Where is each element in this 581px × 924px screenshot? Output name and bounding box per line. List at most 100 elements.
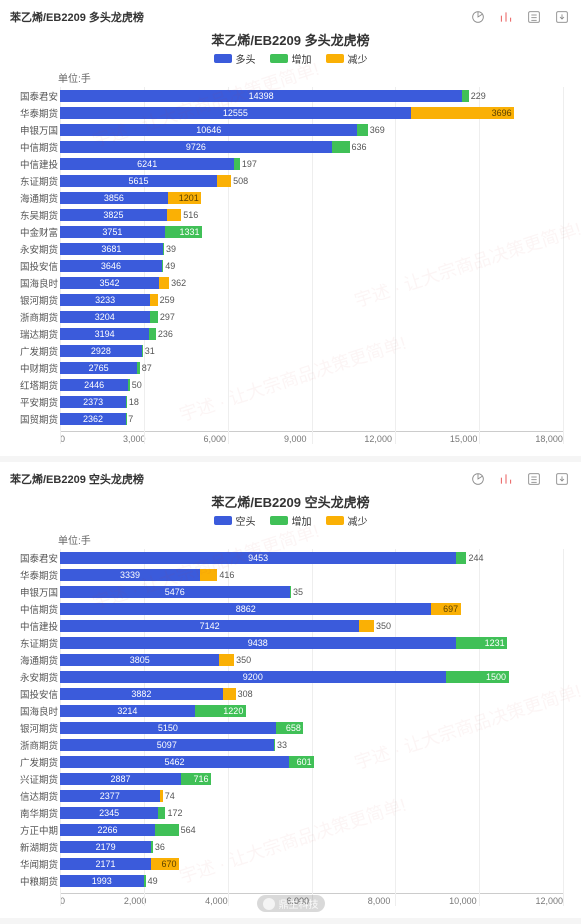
bar-decrease[interactable] bbox=[200, 569, 217, 581]
chart-row: 东证期货94381231 bbox=[60, 634, 563, 651]
bar-decrease[interactable] bbox=[160, 790, 163, 802]
bar-value-delta: 74 bbox=[165, 790, 175, 802]
bar-value-delta: 636 bbox=[352, 141, 367, 153]
bar-increase[interactable] bbox=[158, 807, 165, 819]
bar-increase[interactable] bbox=[162, 260, 163, 272]
legend-item-increase[interactable]: 增加 bbox=[270, 51, 312, 66]
bar-increase[interactable] bbox=[126, 396, 127, 408]
bar-increase[interactable] bbox=[151, 841, 153, 853]
bar-value-delta: 564 bbox=[181, 824, 196, 836]
bar-value-delta: 18 bbox=[129, 396, 139, 408]
bar-decrease[interactable] bbox=[217, 175, 231, 187]
bar-value-base: 5615 bbox=[128, 175, 148, 187]
x-tick: 0 bbox=[60, 896, 65, 906]
weibo-icon bbox=[263, 898, 275, 910]
bar-increase[interactable] bbox=[128, 379, 129, 391]
bar-value-base: 2179 bbox=[96, 841, 116, 853]
download-icon[interactable] bbox=[553, 470, 571, 488]
pie-icon[interactable] bbox=[469, 8, 487, 26]
bar-increase[interactable] bbox=[137, 362, 139, 374]
bar-decrease[interactable] bbox=[359, 620, 374, 632]
bar-increase[interactable] bbox=[357, 124, 367, 136]
chart-row: 东证期货5615508 bbox=[60, 172, 563, 189]
row-label: 瑞达期货 bbox=[10, 327, 58, 341]
legend-item-decrease[interactable]: 减少 bbox=[326, 513, 368, 528]
bar-increase[interactable] bbox=[142, 345, 143, 357]
row-label: 国海良时 bbox=[10, 704, 58, 718]
bar-increase[interactable] bbox=[163, 243, 164, 255]
chart-row: 国海良时32141220 bbox=[60, 702, 563, 719]
row-label: 中信建投 bbox=[10, 157, 58, 171]
bar-decrease[interactable] bbox=[223, 688, 236, 700]
bar-value-delta: 350 bbox=[376, 620, 391, 632]
row-label: 中财期货 bbox=[10, 361, 58, 375]
bar-value-delta: 36 bbox=[155, 841, 165, 853]
bar-increase[interactable] bbox=[150, 311, 158, 323]
x-tick: 8,000 bbox=[368, 896, 391, 906]
chart-row: 中财期货276587 bbox=[60, 359, 563, 376]
bar-increase[interactable] bbox=[149, 328, 156, 340]
chart-row: 永安期货368139 bbox=[60, 240, 563, 257]
bar-value-delta: 33 bbox=[277, 739, 287, 751]
bar-value-delta: 31 bbox=[145, 345, 155, 357]
chart-row: 海通期货38561201 bbox=[60, 189, 563, 206]
x-tick: 2,000 bbox=[124, 896, 147, 906]
bar-value-base: 3646 bbox=[101, 260, 121, 272]
row-label: 信达期货 bbox=[10, 789, 58, 803]
bar-increase[interactable] bbox=[290, 586, 291, 598]
row-label: 东证期货 bbox=[10, 174, 58, 188]
unit-label: 单位:手 bbox=[58, 70, 571, 85]
chart-row: 申银万国10646369 bbox=[60, 121, 563, 138]
bars-icon[interactable] bbox=[497, 8, 515, 26]
bar-value-base: 2928 bbox=[91, 345, 111, 357]
list-icon[interactable] bbox=[525, 8, 543, 26]
bar-increase[interactable] bbox=[234, 158, 240, 170]
bar-decrease[interactable] bbox=[159, 277, 169, 289]
bar-decrease[interactable] bbox=[167, 209, 181, 221]
row-label: 华泰期货 bbox=[10, 106, 58, 120]
bar-value-delta: 1500 bbox=[486, 671, 506, 683]
bar-value-delta: 172 bbox=[168, 807, 183, 819]
bar-value-delta: 87 bbox=[142, 362, 152, 374]
bar-value-delta: 716 bbox=[193, 773, 208, 785]
chart-row: 方正中期2266564 bbox=[60, 821, 563, 838]
bar-value-base: 5476 bbox=[165, 586, 185, 598]
chart-row: 银河期货5150658 bbox=[60, 719, 563, 736]
chart-row: 中信期货8862697 bbox=[60, 600, 563, 617]
bar-value-delta: 1220 bbox=[223, 705, 243, 717]
bar-decrease[interactable] bbox=[150, 294, 157, 306]
chart-row: 永安期货92001500 bbox=[60, 668, 563, 685]
bar-value-delta: 50 bbox=[132, 379, 142, 391]
bar-value-base: 3214 bbox=[117, 705, 137, 717]
bar-value-base: 12555 bbox=[223, 107, 248, 119]
bar-decrease[interactable] bbox=[219, 654, 234, 666]
bar-value-delta: 35 bbox=[293, 586, 303, 598]
chart-row: 兴证期货2887716 bbox=[60, 770, 563, 787]
x-tick: 9,000 bbox=[284, 434, 307, 444]
list-icon[interactable] bbox=[525, 470, 543, 488]
bar-increase[interactable] bbox=[462, 90, 468, 102]
bar-value-delta: 697 bbox=[443, 603, 458, 615]
row-label: 国投安信 bbox=[10, 259, 58, 273]
bar-value-delta: 7 bbox=[128, 413, 133, 425]
legend-item-increase[interactable]: 增加 bbox=[270, 513, 312, 528]
legend-item-decrease[interactable]: 减少 bbox=[326, 51, 368, 66]
row-label: 永安期货 bbox=[10, 242, 58, 256]
row-label: 银河期货 bbox=[10, 721, 58, 735]
chart-row: 申银万国547635 bbox=[60, 583, 563, 600]
bar-increase[interactable] bbox=[332, 141, 350, 153]
chart-row: 海通期货3805350 bbox=[60, 651, 563, 668]
bar-value-base: 3194 bbox=[95, 328, 115, 340]
bar-increase[interactable] bbox=[144, 875, 146, 887]
row-label: 南华期货 bbox=[10, 806, 58, 820]
legend-item-primary[interactable]: 空头 bbox=[214, 513, 256, 528]
download-icon[interactable] bbox=[553, 8, 571, 26]
pie-icon[interactable] bbox=[469, 470, 487, 488]
legend-item-primary[interactable]: 多头 bbox=[214, 51, 256, 66]
x-axis: 03,0006,0009,00012,00015,00018,000 bbox=[60, 431, 563, 444]
bar-increase[interactable] bbox=[274, 739, 275, 751]
bar-increase[interactable] bbox=[456, 552, 466, 564]
legend: 空头 增加 减少 bbox=[10, 513, 571, 528]
bars-icon[interactable] bbox=[497, 470, 515, 488]
bar-increase[interactable] bbox=[155, 824, 179, 836]
